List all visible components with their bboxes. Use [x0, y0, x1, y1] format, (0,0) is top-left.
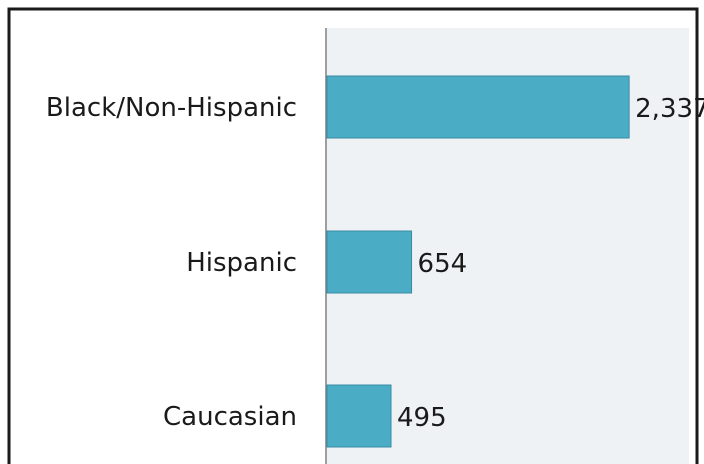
category-label-2: Caucasian: [163, 402, 297, 432]
value-labels: 2,337 654 495: [397, 94, 704, 433]
value-label-1: 654: [418, 249, 468, 279]
category-labels: Black/Non-Hispanic Hispanic Caucasian: [46, 93, 297, 432]
bar-0: [326, 75, 630, 139]
category-label-0: Black/Non-Hispanic: [46, 93, 297, 123]
bars: [326, 75, 630, 448]
value-label-2: 495: [397, 403, 447, 433]
bar-2: [326, 384, 392, 448]
category-label-1: Hispanic: [186, 248, 297, 278]
bar-1: [326, 230, 413, 294]
value-label-0: 2,337: [635, 94, 704, 124]
